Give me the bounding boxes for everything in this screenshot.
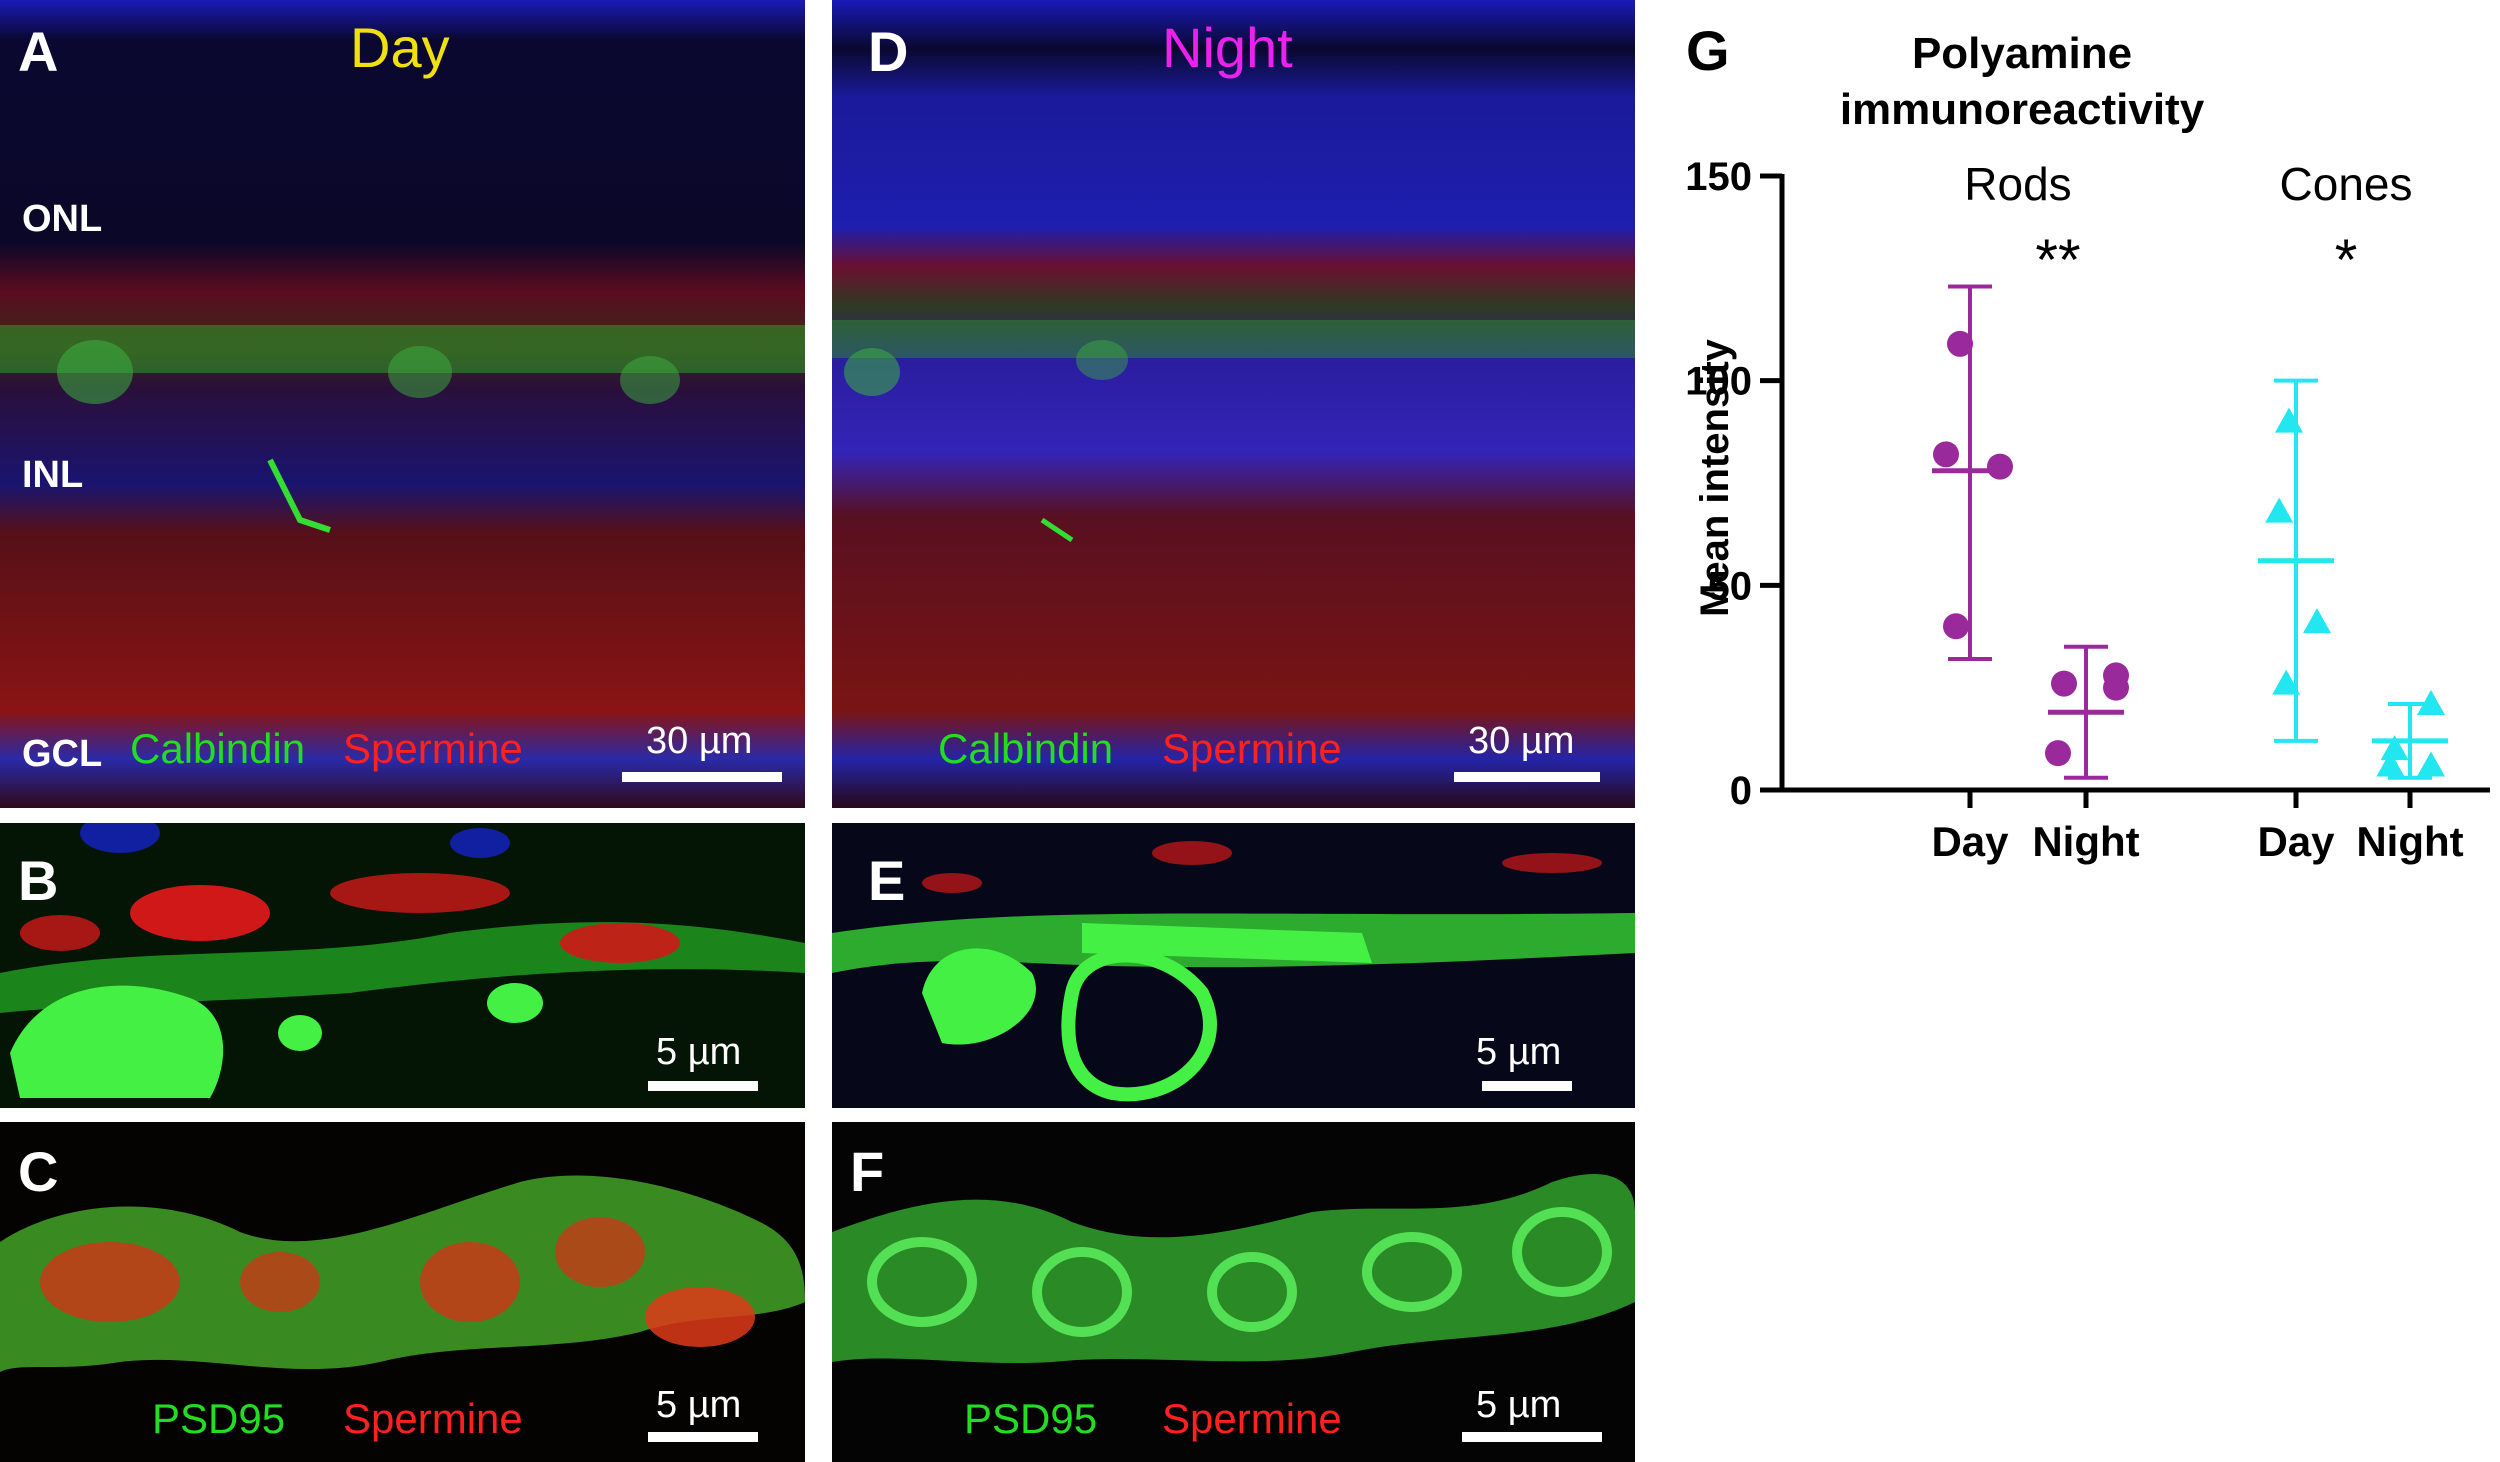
data-point (1947, 330, 1973, 357)
layer-label-inl: INL (22, 454, 84, 496)
panel-f-marker-psd95: PSD95 (964, 1395, 1098, 1442)
significance-marker-cones: * (2335, 228, 2358, 293)
panel-d-marker-calbindin: Calbindin (938, 725, 1114, 772)
psd95-spermine-detail-night (832, 1122, 1635, 1462)
data-point (2376, 751, 2405, 777)
layer-label-onl: ONL (22, 198, 103, 240)
data-point (2272, 669, 2301, 695)
data-point (2051, 670, 2077, 697)
layer-label-gcl: GCL (22, 733, 103, 775)
panel-a-scale-label: 30 µm (646, 720, 753, 762)
panel-a-marker-spermine: Spermine (343, 725, 523, 772)
panel-c-marker-spermine: Spermine (343, 1395, 523, 1442)
data-point (2417, 751, 2445, 777)
significance-marker-rods: ** (2035, 228, 2080, 293)
panel-d-image: D Night Calbindin Spermine 30 µm (832, 0, 1635, 808)
panel-d-scale-label: 30 µm (1468, 720, 1575, 762)
retina-section-day (0, 0, 805, 808)
panel-g-letter: G (1686, 19, 1730, 82)
panel-c-scale-label: 5 µm (656, 1384, 742, 1426)
panel-a-marker-calbindin: Calbindin (130, 725, 306, 772)
panel-b-image: B 5 µm (0, 823, 805, 1108)
panel-f-marker-spermine: Spermine (1162, 1395, 1342, 1442)
panel-b-scale-bar (648, 1081, 758, 1091)
x-tick-label: Night (2032, 818, 2139, 865)
psd95-spermine-detail-day (0, 1122, 805, 1462)
data-point (1943, 613, 1969, 640)
panel-a-title: Day (350, 16, 450, 79)
retina-section-night (832, 0, 1635, 808)
panel-b-letter: B (18, 849, 59, 912)
data-point (2417, 690, 2445, 716)
panel-c-image: C PSD95 Spermine 5 µm (0, 1122, 805, 1462)
panel-f-letter: F (850, 1140, 885, 1203)
calbindin-spermine-detail-day (0, 823, 805, 1108)
panel-e-letter: E (868, 849, 906, 912)
panel-b-scale-label: 5 µm (656, 1031, 742, 1073)
x-tick-label: Night (2356, 818, 2463, 865)
panel-e-scale-label: 5 µm (1476, 1031, 1562, 1073)
y-axis-label: Mean intensity (1693, 338, 1737, 617)
data-point (1987, 453, 2013, 480)
panel-c-marker-psd95: PSD95 (152, 1395, 286, 1442)
panel-d-marker-spermine: Spermine (1162, 725, 1342, 772)
panel-c-letter: C (18, 1140, 59, 1203)
data-point (1933, 441, 1959, 468)
chart-title-line-1: Polyamine (1912, 29, 2132, 78)
data-point (2103, 674, 2129, 701)
chart-svg: G Polyamine immunoreactivity Mean intens… (1685, 19, 2490, 865)
data-point (2380, 735, 2409, 761)
group-label-cones: Cones (2280, 158, 2413, 210)
group-label-rods: Rods (1964, 158, 2071, 210)
x-tick-label: Day (2257, 818, 2335, 865)
data-point (2045, 740, 2071, 767)
calbindin-spermine-detail-night (832, 823, 1635, 1108)
panel-a-image: A Day ONL INL GCL Calbindin Spermine 30 … (0, 0, 805, 808)
panel-d-scale-bar (1454, 772, 1600, 782)
y-tick-label: 50 (1708, 564, 1753, 608)
panel-e-image: E 5 µm (832, 823, 1635, 1108)
panel-f-scale-bar (1462, 1432, 1602, 1442)
panel-e-scale-bar (1482, 1081, 1572, 1091)
panel-d-letter: D (868, 20, 909, 83)
panel-g-chart: G Polyamine immunoreactivity Mean intens… (1640, 0, 2500, 900)
panel-a-scale-bar (622, 772, 782, 782)
data-point (2303, 608, 2331, 634)
y-tick-label: 150 (1685, 155, 1752, 199)
panel-a-letter: A (18, 20, 59, 83)
panel-d-title: Night (1162, 16, 1293, 79)
data-point (2275, 407, 2303, 433)
panel-f-image: F PSD95 Spermine 5 µm (832, 1122, 1635, 1462)
chart-title-line-2: immunoreactivity (1840, 85, 2205, 134)
x-tick-label: Day (1931, 818, 2009, 865)
y-tick-label: 0 (1730, 769, 1752, 813)
data-point (2265, 497, 2294, 523)
panel-c-scale-bar (648, 1432, 758, 1442)
panel-f-scale-label: 5 µm (1476, 1384, 1562, 1426)
y-tick-label: 100 (1685, 360, 1752, 404)
